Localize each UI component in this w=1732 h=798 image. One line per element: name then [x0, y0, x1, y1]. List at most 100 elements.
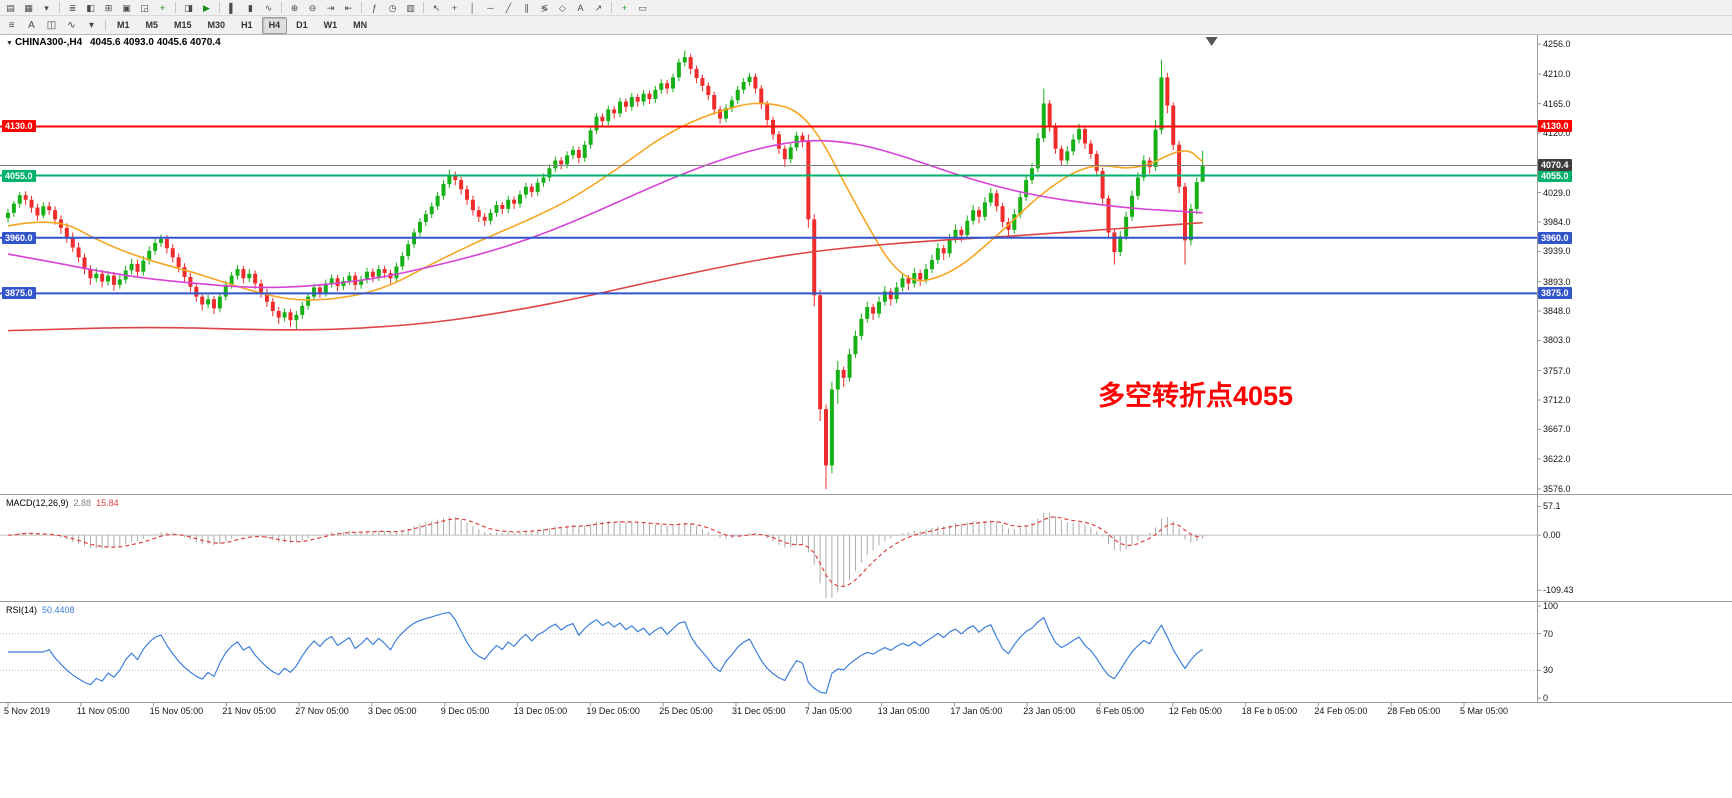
- arrow-tools-icon[interactable]: ↗: [594, 2, 603, 13]
- candle-up: [106, 275, 111, 282]
- timeframe-bar: M1 M5 M15 M30 H1 H4 D1 W1 MN: [110, 16, 374, 34]
- templates-icon[interactable]: ▥: [406, 2, 415, 13]
- trendline-icon[interactable]: ╱: [505, 2, 512, 13]
- price-axis-tick: 3984.0: [1543, 217, 1571, 227]
- candle-down: [370, 271, 375, 277]
- zoom-out-icon[interactable]: ⊖: [308, 2, 317, 13]
- menu-grid-icon[interactable]: ▤: [6, 2, 15, 13]
- candle-up: [547, 168, 552, 178]
- candle-up: [153, 242, 158, 251]
- date-axis-label: 7 Jan 05:00: [804, 706, 852, 716]
- candle-down: [712, 95, 717, 110]
- candle-up: [323, 283, 328, 293]
- market-watch-icon[interactable]: ≣: [68, 2, 77, 13]
- profiles-dropdown-icon[interactable]: ▾: [44, 2, 49, 13]
- indicators-icon[interactable]: ƒ: [371, 2, 377, 13]
- timeframe-h4[interactable]: H4: [261, 16, 288, 34]
- candle-up: [1141, 160, 1146, 178]
- chart-window-icon[interactable]: ◫: [46, 19, 57, 31]
- candle-up: [1065, 151, 1070, 161]
- horizontal-line-icon[interactable]: ─: [487, 2, 494, 13]
- candle-down: [759, 88, 764, 105]
- bar-chart-icon[interactable]: ▌: [229, 2, 236, 13]
- candle-up: [924, 269, 929, 280]
- timeframe-m1[interactable]: M1: [117, 19, 130, 30]
- chart-shift-marker-icon[interactable]: [1205, 37, 1218, 46]
- chart-list-icon[interactable]: ≡: [8, 19, 15, 31]
- candle-up: [965, 220, 970, 236]
- candle-down: [718, 109, 723, 119]
- timeframe-d1[interactable]: D1: [296, 19, 308, 30]
- candle-down: [824, 409, 829, 466]
- strategy-tester-icon[interactable]: ◲: [140, 2, 149, 13]
- candle-down: [818, 295, 823, 410]
- candle-up: [447, 174, 452, 185]
- channel-icon[interactable]: ∥: [524, 2, 529, 13]
- toolbar-separator: [105, 19, 106, 31]
- vertical-line-icon[interactable]: │: [469, 2, 476, 13]
- fibonacci-icon[interactable]: ≶: [540, 2, 549, 13]
- shapes-icon[interactable]: ◇: [559, 2, 566, 13]
- new-chart-icon[interactable]: ▦: [24, 2, 33, 13]
- candle-up: [723, 108, 728, 119]
- candle-down: [270, 301, 275, 311]
- macd-axis-tick: -109.43: [1543, 585, 1574, 596]
- ma-fast-orange: [7, 102, 1204, 301]
- candle-down: [1094, 153, 1099, 171]
- chart-shift-icon[interactable]: ⇤: [344, 2, 353, 13]
- periods-dropdown-icon[interactable]: ◷: [388, 2, 397, 13]
- timeframe-m30[interactable]: M30: [207, 19, 226, 30]
- indicator-zigzag-icon[interactable]: ∿: [67, 19, 76, 31]
- candle-down: [800, 135, 805, 141]
- toolbar-row-2: ≡ A ◫ ∿ ▾ M1 M5 M15 M30 H1 H4 D1 W1 MN: [0, 16, 1732, 35]
- chart-annotation-text[interactable]: 多空转折点4055: [1098, 381, 1294, 411]
- cursor-icon[interactable]: ↖: [432, 2, 441, 13]
- candle-up: [606, 109, 611, 122]
- candle-up: [653, 89, 658, 99]
- timeframe-mn[interactable]: MN: [353, 19, 368, 30]
- add-indicator-icon[interactable]: +: [621, 2, 628, 13]
- new-order-icon[interactable]: +: [159, 2, 166, 13]
- candle-up: [541, 177, 546, 183]
- candle-up: [294, 314, 299, 321]
- candle-up: [588, 130, 593, 145]
- crosshair-icon[interactable]: +: [451, 2, 458, 13]
- timeframe-m5[interactable]: M5: [145, 19, 159, 30]
- candle-up: [982, 202, 987, 217]
- candle-up: [953, 229, 958, 240]
- timeframe-m15[interactable]: M15: [174, 19, 192, 30]
- candlestick-icon[interactable]: ▮: [248, 2, 253, 13]
- candle-down: [276, 311, 281, 318]
- text-label-icon[interactable]: A: [577, 2, 584, 13]
- mail-icon[interactable]: ▭: [638, 2, 647, 13]
- candle-up: [570, 150, 575, 156]
- candle-up: [11, 203, 16, 213]
- candle-up: [1124, 216, 1129, 237]
- timeframe-w1[interactable]: W1: [323, 19, 338, 30]
- candle-down: [176, 257, 181, 268]
- metaeditor-icon[interactable]: ◨: [184, 2, 193, 13]
- price-axis-tick: 4120.0: [1543, 128, 1571, 138]
- candle-up: [1012, 214, 1017, 230]
- candle-up: [206, 299, 211, 305]
- timeframe-h1[interactable]: H1: [241, 19, 253, 30]
- dropdown-caret-icon[interactable]: ▾: [88, 19, 95, 31]
- candle-up: [494, 204, 499, 213]
- candle-up: [41, 206, 46, 216]
- text-a-icon[interactable]: A: [28, 19, 35, 31]
- autotrading-icon[interactable]: ▶: [203, 2, 210, 13]
- candle-down: [694, 68, 699, 79]
- data-window-icon[interactable]: ◧: [86, 2, 95, 13]
- zoom-in-icon[interactable]: ⊕: [290, 2, 299, 13]
- macd-axis-tick: 57.1: [1543, 501, 1561, 512]
- candle-up: [17, 195, 22, 204]
- candle-up: [506, 199, 511, 209]
- terminal-icon[interactable]: ▣: [122, 2, 131, 13]
- candle-up: [117, 279, 122, 285]
- candle-up: [935, 248, 940, 260]
- auto-scroll-icon[interactable]: ⇥: [326, 2, 335, 13]
- navigator-icon[interactable]: ⊞: [104, 2, 113, 13]
- line-chart-icon[interactable]: ∿: [264, 2, 273, 13]
- candle-up: [1200, 165, 1205, 182]
